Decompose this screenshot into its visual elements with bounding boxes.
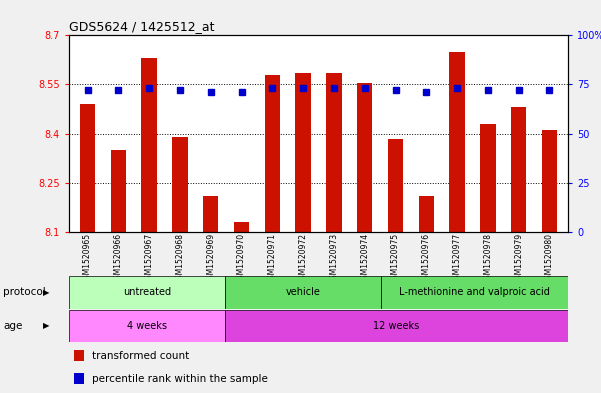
Bar <box>542 130 557 232</box>
Bar <box>296 73 311 232</box>
Bar <box>74 350 84 361</box>
Bar <box>419 196 434 232</box>
Text: ▶: ▶ <box>43 288 50 297</box>
Text: untreated: untreated <box>123 287 171 298</box>
Bar <box>225 310 568 342</box>
Bar <box>264 75 280 232</box>
Text: protocol: protocol <box>3 287 46 298</box>
Text: percentile rank within the sample: percentile rank within the sample <box>91 374 267 384</box>
Bar <box>69 310 225 342</box>
Text: vehicle: vehicle <box>285 287 320 298</box>
Bar <box>480 124 496 232</box>
Bar <box>80 104 96 232</box>
Bar <box>381 276 568 309</box>
Text: age: age <box>3 321 22 331</box>
Bar <box>388 138 403 232</box>
Bar <box>69 276 225 309</box>
Bar <box>203 196 218 232</box>
Bar <box>141 58 157 232</box>
Bar <box>111 150 126 232</box>
Bar <box>357 83 373 232</box>
Bar <box>326 73 341 232</box>
Text: ▶: ▶ <box>43 321 50 330</box>
Bar <box>511 107 526 232</box>
Bar <box>172 137 188 232</box>
Text: L-methionine and valproic acid: L-methionine and valproic acid <box>399 287 550 298</box>
Text: 4 weeks: 4 weeks <box>127 321 167 331</box>
Bar <box>74 373 84 384</box>
Bar <box>225 276 381 309</box>
Bar <box>234 222 249 232</box>
Text: 12 weeks: 12 weeks <box>373 321 419 331</box>
Text: GDS5624 / 1425512_at: GDS5624 / 1425512_at <box>69 20 215 33</box>
Bar <box>450 52 465 232</box>
Text: transformed count: transformed count <box>91 351 189 361</box>
